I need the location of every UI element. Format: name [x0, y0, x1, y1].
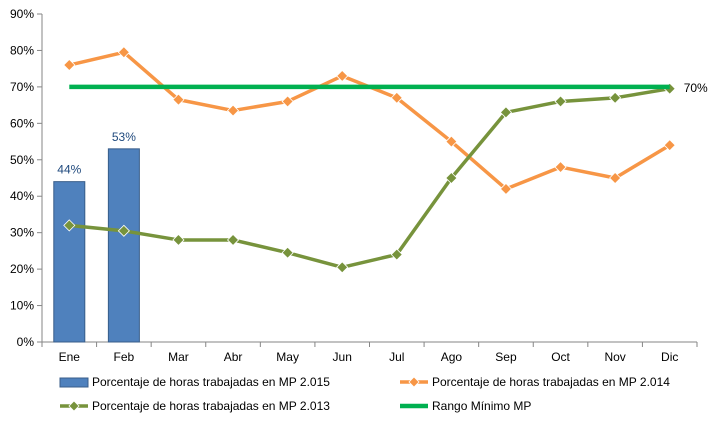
- data-point: [499, 182, 513, 195]
- y-tick-label: 90%: [10, 7, 34, 21]
- legend-swatch: [59, 377, 89, 388]
- data-point: [336, 69, 349, 83]
- data-point: [117, 46, 130, 59]
- line-series: [63, 46, 676, 274]
- x-tick-label: Mar: [168, 350, 189, 364]
- x-tick-label: Ene: [59, 350, 81, 364]
- bar-series: [53, 148, 140, 343]
- x-tick-label: Jun: [333, 350, 352, 364]
- legend-item: Porcentaje de horas trabajadas en MP 2.0…: [400, 375, 670, 389]
- x-tick-label: Sep: [495, 350, 517, 364]
- data-point: [390, 248, 403, 261]
- data-point: [63, 58, 76, 72]
- legend-item: Porcentaje de horas trabajadas en MP 2.0…: [60, 399, 330, 413]
- range-end-label: 70%: [684, 81, 708, 95]
- x-tick-label: Ago: [441, 350, 463, 364]
- data-point: [336, 261, 349, 274]
- legend: Porcentaje de horas trabajadas en MP 2.0…: [59, 375, 670, 413]
- series-line: [68, 50, 671, 191]
- x-tick-label: Dic: [661, 350, 678, 364]
- legend-label: Porcentaje de horas trabajadas en MP 2.0…: [432, 375, 670, 389]
- data-point: [172, 93, 185, 106]
- series-line: [69, 86, 670, 270]
- x-tick-label: May: [276, 350, 299, 364]
- x-tick-label: Abr: [224, 350, 243, 364]
- bar-data-label: 53%: [112, 130, 136, 144]
- data-point: [172, 233, 185, 247]
- legend-marker: [408, 376, 420, 388]
- data-point: [445, 171, 458, 185]
- x-tick-label: Feb: [114, 350, 135, 364]
- y-tick-label: 30%: [10, 226, 34, 240]
- data-point: [281, 246, 294, 259]
- legend-label: Porcentaje de horas trabajadas en MP 2.0…: [92, 399, 330, 413]
- data-point: [609, 91, 622, 104]
- data-point: [63, 219, 76, 232]
- y-tick-label: 80%: [10, 43, 34, 57]
- x-tick-label: Jul: [389, 350, 404, 364]
- legend-label: Rango Mínimo MP: [432, 399, 531, 413]
- data-point: [390, 91, 403, 104]
- legend-item: Porcentaje de horas trabajadas en MP 2.0…: [59, 375, 330, 389]
- y-tick-label: 50%: [10, 153, 34, 167]
- y-tick-label: 0%: [17, 335, 35, 349]
- bar-data-label: 44%: [57, 163, 81, 177]
- legend-label: Porcentaje de horas trabajadas en MP 2.0…: [92, 375, 330, 389]
- data-point: [554, 161, 567, 174]
- y-tick-label: 70%: [10, 80, 34, 94]
- data-point: [445, 135, 458, 148]
- axes: 0% 10% 20% 30% 40% 50% 60% 70% 80% 90% Ene Feb Mar Ab…: [10, 7, 698, 364]
- data-point: [281, 95, 294, 108]
- data-point: [499, 106, 513, 119]
- data-point: [226, 233, 240, 247]
- data-point: [226, 104, 240, 117]
- data-point: [609, 171, 622, 185]
- legend-item: Rango Mínimo MP: [400, 399, 531, 413]
- bar: [53, 181, 86, 343]
- y-tick-label: 40%: [10, 189, 34, 203]
- x-tick-label: Nov: [604, 350, 625, 364]
- legend-marker: [68, 400, 80, 412]
- data-point: [663, 139, 676, 152]
- data-point: [554, 95, 567, 108]
- x-tick-label: Oct: [551, 350, 570, 364]
- y-tick-label: 60%: [10, 116, 34, 130]
- bar: [107, 148, 140, 343]
- data-point: [117, 224, 130, 237]
- data-labels: 44% 53% 70%: [57, 81, 708, 177]
- y-tick-label: 20%: [10, 262, 34, 276]
- y-tick-label: 10%: [10, 299, 34, 313]
